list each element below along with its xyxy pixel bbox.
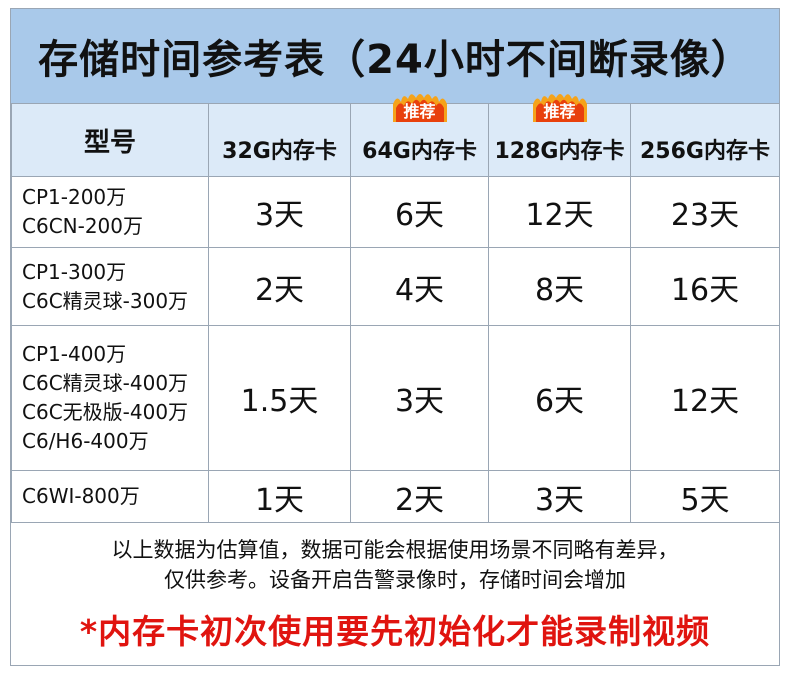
recommend-badge-text: 推荐 [543, 102, 576, 121]
model-name: C6C无极版-400万 [22, 400, 189, 424]
header-label: 256G内存卡 [640, 139, 770, 164]
header-label: 128G内存卡 [494, 139, 625, 164]
header-model: 型号 [11, 103, 209, 177]
header-label: 32G内存卡 [222, 139, 337, 164]
recommend-badge-text: 推荐 [403, 102, 436, 121]
model-name: CP1-200万 [22, 185, 127, 209]
header-64g: 推荐 64G内存卡 [350, 94, 489, 177]
model-cell: CP1-400万 C6C精灵球-400万 C6C无极版-400万 C6/H6-4… [11, 325, 209, 471]
model-cell: C6WI-800万 [11, 470, 209, 523]
value-cell: 3天 [208, 176, 351, 248]
header-128g: 推荐 128G内存卡 [488, 94, 631, 177]
value-cell: 5天 [630, 470, 780, 523]
value-cell: 3天 [488, 470, 631, 523]
model-name: C6WI-800万 [22, 484, 140, 508]
value-cell: 3天 [350, 325, 489, 471]
note-line: 仅供参考。设备开启告警录像时，存储时间会增加 [164, 568, 626, 592]
model-name: C6CN-200万 [22, 214, 144, 238]
recommend-badge: 推荐 [531, 90, 589, 122]
value-cell: 2天 [350, 470, 489, 523]
model-name: CP1-300万 [22, 259, 127, 284]
storage-table: 型号 32G内存卡 推荐 64G内存卡 [11, 94, 780, 523]
flame-icon [532, 94, 587, 122]
value-cell: 23天 [630, 176, 780, 248]
header-label: 64G内存卡 [362, 139, 477, 164]
flame-icon [392, 94, 447, 122]
table-row: CP1-400万 C6C精灵球-400万 C6C无极版-400万 C6/H6-4… [11, 325, 780, 471]
note-line: 以上数据为估算值，数据可能会根据使用场景不同略有差异， [111, 538, 679, 562]
header-32g: 32G内存卡 [208, 103, 351, 177]
header-256g: 256G内存卡 [630, 103, 780, 177]
value-cell: 4天 [350, 247, 489, 326]
warning-text: *内存卡初次使用要先初始化才能录制视频 [79, 612, 711, 651]
model-cell: CP1-300万 C6C精灵球-300万 [11, 247, 209, 326]
model-name: C6C精灵球-300万 [22, 288, 189, 313]
value-cell: 1天 [208, 470, 351, 523]
model-cell: CP1-200万 C6CN-200万 [11, 176, 209, 248]
page-title: 存储时间参考表（24小时不间断录像） [11, 9, 779, 103]
value-cell: 12天 [488, 176, 631, 248]
model-name: CP1-400万 [22, 342, 127, 366]
value-cell: 16天 [630, 247, 780, 326]
value-cell: 8天 [488, 247, 631, 326]
notes-section: 以上数据为估算值，数据可能会根据使用场景不同略有差异， 仅供参考。设备开启告警录… [11, 521, 779, 653]
storage-table-card: 存储时间参考表（24小时不间断录像） 型号 32G内存卡 推荐 [10, 8, 780, 666]
value-cell: 12天 [630, 325, 780, 471]
value-cell: 6天 [488, 325, 631, 471]
model-name: C6/H6-400万 [22, 429, 149, 453]
value-cell: 6天 [350, 176, 489, 248]
value-cell: 2天 [208, 247, 351, 326]
model-name: C6C精灵球-400万 [22, 371, 189, 395]
table-row: CP1-300万 C6C精灵球-300万 2天 4天 8天 16天 [11, 247, 780, 326]
table-row: CP1-200万 C6CN-200万 3天 6天 12天 23天 [11, 176, 780, 248]
value-cell: 1.5天 [208, 325, 351, 471]
table-row: C6WI-800万 1天 2天 3天 5天 [11, 470, 780, 523]
recommend-badge: 推荐 [391, 90, 449, 122]
table-header-row: 型号 32G内存卡 推荐 64G内存卡 [11, 94, 780, 177]
